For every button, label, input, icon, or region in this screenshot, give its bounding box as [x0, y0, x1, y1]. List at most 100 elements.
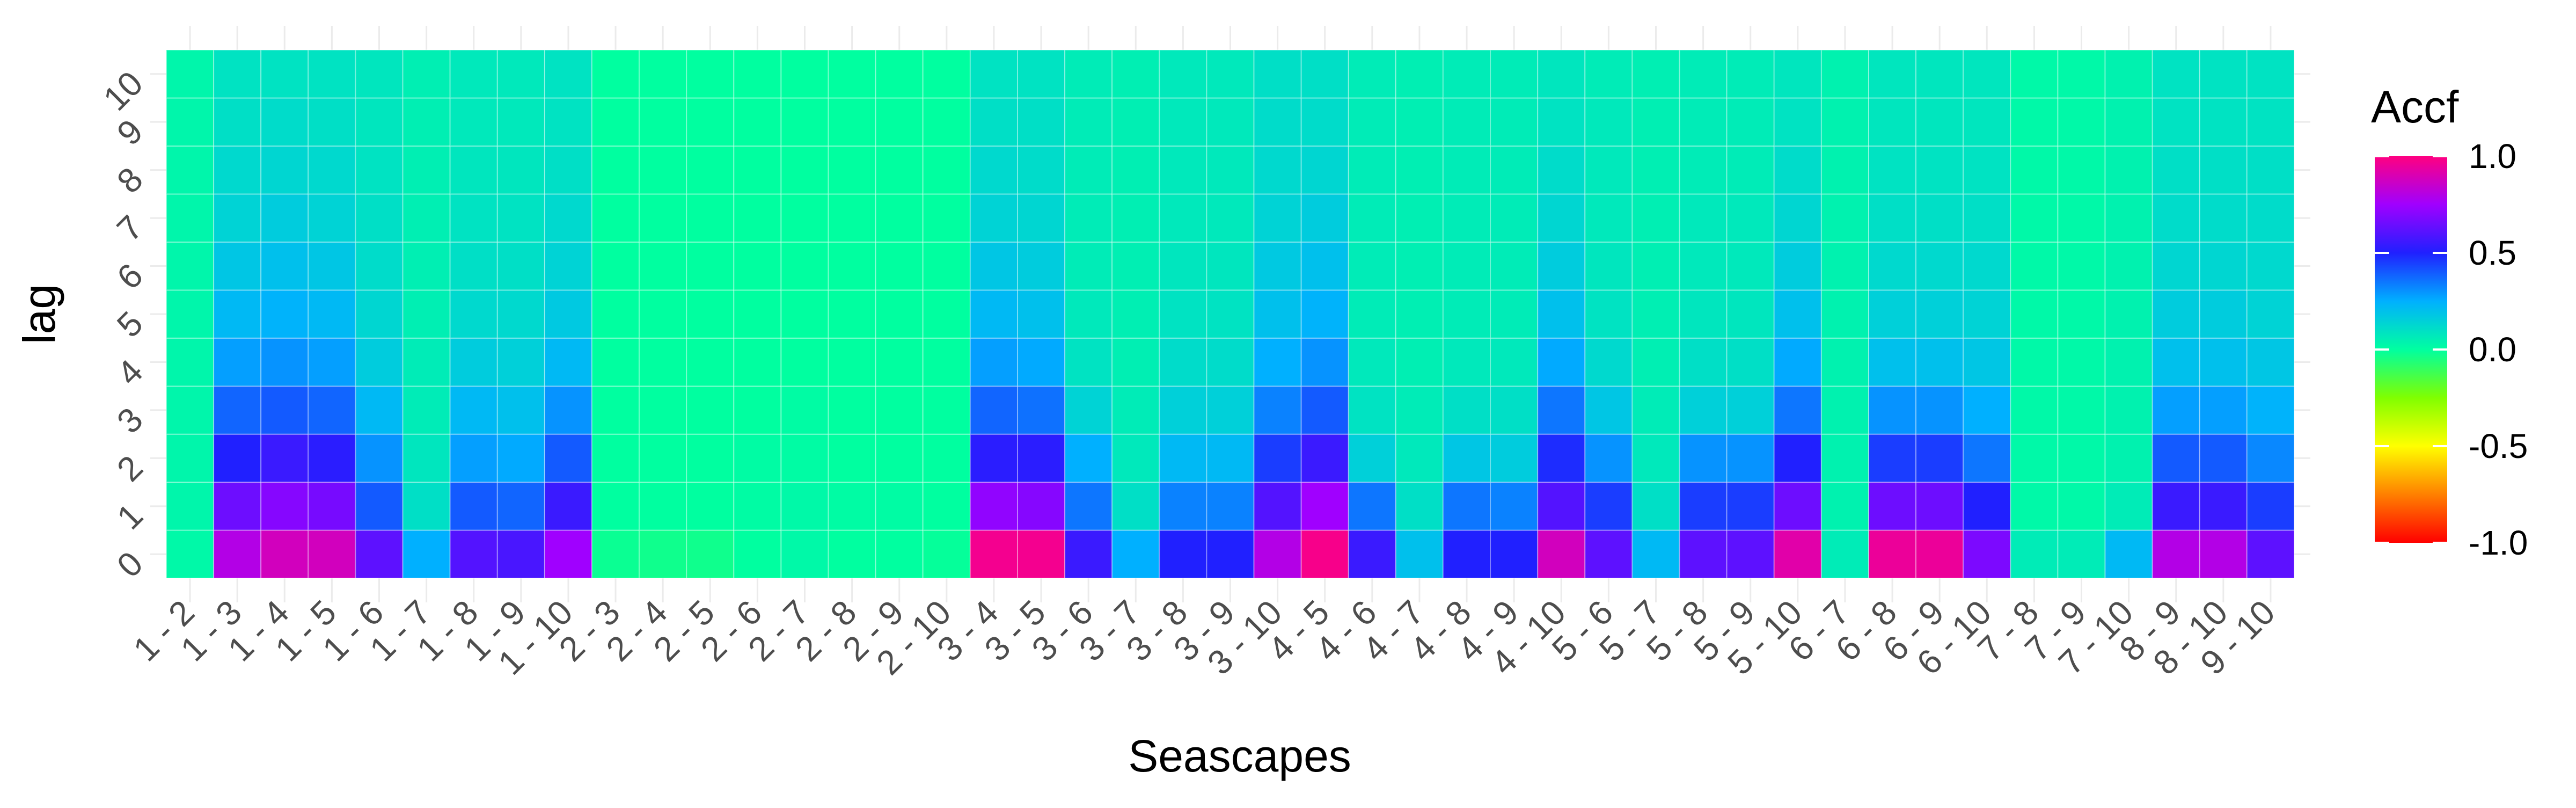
heatmap-cell: [1584, 482, 1633, 531]
heatmap-cell: [686, 97, 735, 147]
heatmap-cell: [780, 97, 829, 147]
heatmap-cell: [1206, 529, 1255, 579]
heatmap-cell: [1253, 241, 1302, 291]
heatmap-cell: [1537, 482, 1586, 531]
heatmap-cell: [1820, 193, 1870, 243]
heatmap-cell: [1773, 385, 1822, 435]
heatmap-cell: [1017, 49, 1066, 99]
heatmap-cell: [1253, 145, 1302, 195]
heatmap-cell: [1206, 241, 1255, 291]
heatmap-cell: [1537, 97, 1586, 147]
heatmap-cell: [260, 49, 309, 99]
heatmap-cell: [2246, 482, 2295, 531]
heatmap-cell: [780, 49, 829, 99]
heatmap-cell: [260, 193, 309, 243]
heatmap-cell: [1679, 529, 1728, 579]
heatmap-cell: [1206, 49, 1255, 99]
heatmap-cell: [2151, 289, 2200, 339]
heatmap-cell: [1773, 193, 1822, 243]
heatmap-cell: [1915, 433, 1964, 483]
heatmap-cell: [1963, 49, 2011, 99]
heatmap-cell: [1679, 97, 1728, 147]
heatmap-cell: [544, 433, 593, 483]
heatmap-cell: [1726, 529, 1775, 579]
heatmap-cell: [1537, 193, 1586, 243]
heatmap-cell: [922, 193, 971, 243]
heatmap-cell: [1064, 97, 1113, 147]
heatmap-cell: [1395, 529, 1444, 579]
heatmap-cell: [828, 289, 876, 339]
heatmap-cell: [1300, 433, 1349, 483]
heatmap-cell: [2057, 193, 2106, 243]
heatmap-cell: [1300, 337, 1349, 387]
heatmap-cell: [2057, 49, 2106, 99]
heatmap-cell: [1490, 145, 1539, 195]
heatmap-cell: [1726, 433, 1775, 483]
heatmap-cell: [1348, 337, 1396, 387]
heatmap-cell: [1017, 337, 1066, 387]
heatmap-cell: [1111, 337, 1160, 387]
heatmap-cell: [1253, 337, 1302, 387]
heatmap-cell: [260, 433, 309, 483]
heatmap-cell: [2104, 385, 2153, 435]
heatmap-cell: [1348, 241, 1396, 291]
heatmap-cell: [1159, 529, 1208, 579]
heatmap-cell: [1490, 385, 1539, 435]
heatmap-cell: [449, 289, 498, 339]
heatmap-cell: [1443, 49, 1491, 99]
heatmap-cell: [1773, 433, 1822, 483]
heatmap-cell: [1490, 529, 1539, 579]
heatmap-cell: [402, 385, 451, 435]
heatmap-cell: [1584, 433, 1633, 483]
heatmap-cell: [355, 433, 404, 483]
heatmap-cell: [1206, 97, 1255, 147]
heatmap-cell: [2010, 49, 2059, 99]
heatmap-cell: [496, 97, 545, 147]
heatmap-cell: [2151, 193, 2200, 243]
heatmap-cell: [828, 385, 876, 435]
heatmap-cell: [1537, 529, 1586, 579]
heatmap-cell: [828, 145, 876, 195]
y-tick-label: 9: [109, 112, 150, 152]
heatmap-cell: [2246, 433, 2295, 483]
heatmap-cell: [2010, 385, 2059, 435]
heatmap-cell: [2199, 145, 2248, 195]
y-axis-title: lag: [14, 284, 64, 344]
heatmap-cell: [1679, 289, 1728, 339]
heatmap-cell: [591, 145, 640, 195]
heatmap-cell: [2010, 193, 2059, 243]
heatmap-cell: [1490, 193, 1539, 243]
heatmap-cell: [2010, 289, 2059, 339]
heatmap-cell: [639, 529, 687, 579]
heatmap-cell: [1726, 241, 1775, 291]
heatmap-cells: [166, 49, 2295, 579]
heatmap-cell: [686, 241, 735, 291]
heatmap-cell: [2057, 145, 2106, 195]
heatmap-cell: [686, 289, 735, 339]
heatmap-cell: [1584, 193, 1633, 243]
heatmap-cell: [1963, 97, 2011, 147]
heatmap-cell: [2199, 385, 2248, 435]
heatmap-cell: [166, 97, 215, 147]
heatmap-cell: [780, 289, 829, 339]
heatmap-cell: [1017, 482, 1066, 531]
heatmap-cell: [166, 145, 215, 195]
heatmap-cell: [875, 385, 924, 435]
heatmap-cell: [1348, 482, 1396, 531]
heatmap-cell: [1631, 241, 1680, 291]
heatmap-cell: [402, 337, 451, 387]
heatmap-cell: [166, 385, 215, 435]
heatmap-cell: [213, 433, 262, 483]
heatmap-cell: [1253, 289, 1302, 339]
heatmap-cell: [922, 289, 971, 339]
heatmap-cell: [828, 482, 876, 531]
heatmap-cell: [2246, 337, 2295, 387]
heatmap-cell: [1443, 385, 1491, 435]
x-axis-title: Seascapes: [1128, 731, 1351, 781]
heatmap-cell: [449, 529, 498, 579]
heatmap-cell: [1111, 529, 1160, 579]
heatmap-cell: [1206, 193, 1255, 243]
heatmap-cell: [1017, 97, 1066, 147]
heatmap-cell: [1820, 289, 1870, 339]
heatmap-cell: [1726, 385, 1775, 435]
